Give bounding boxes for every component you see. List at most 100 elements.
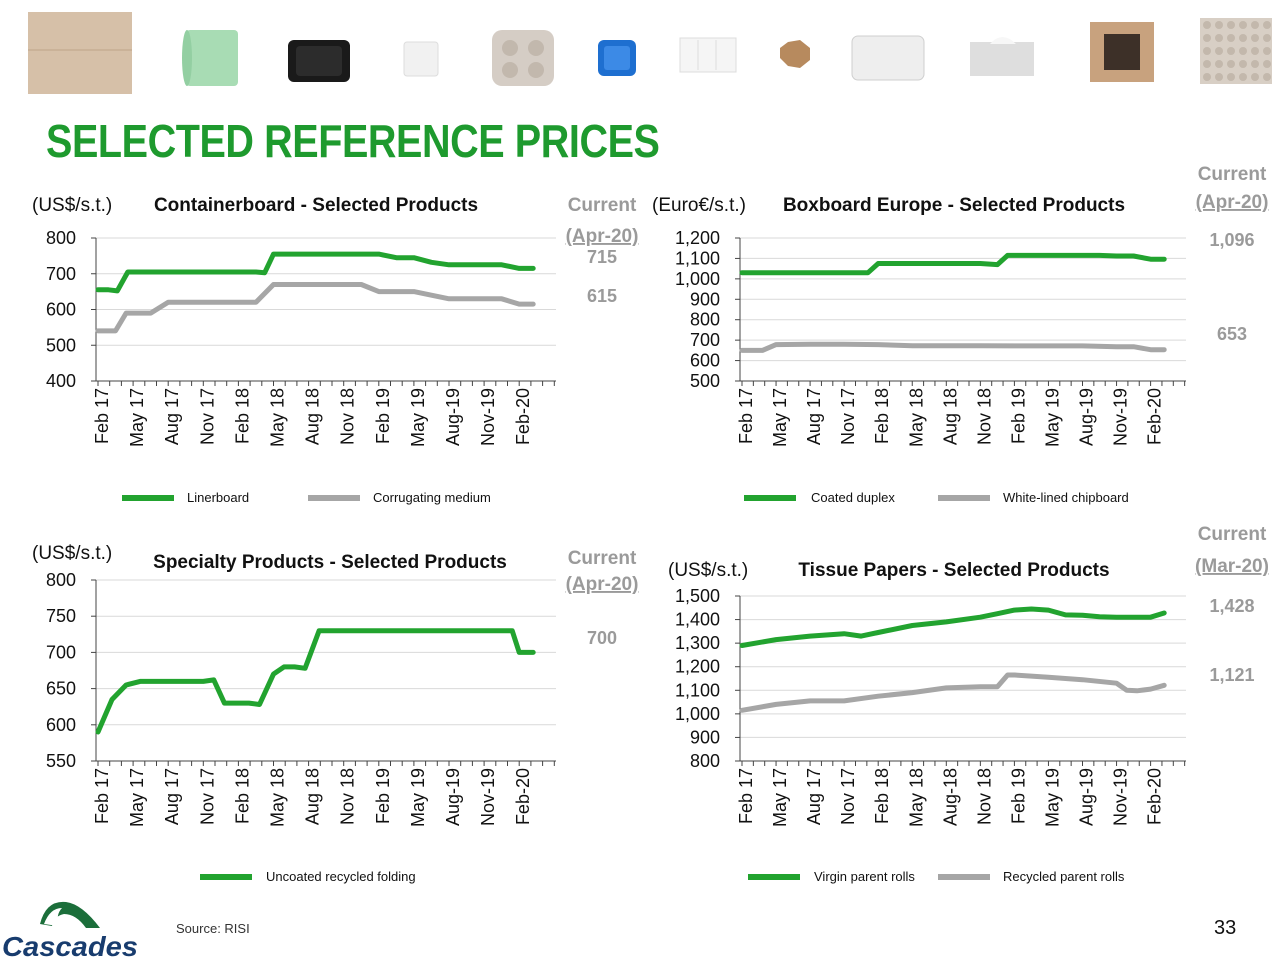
current-value: 715 (587, 247, 617, 267)
x-tick-label: Feb 17 (92, 768, 112, 824)
y-tick-label: 600 (690, 351, 720, 371)
cascades-logo: Cascades (2, 901, 138, 960)
x-tick-label: Feb 17 (92, 388, 112, 444)
x-tick-label: Feb 19 (1008, 768, 1028, 824)
product-images (28, 12, 1272, 94)
x-tick-label: May 17 (127, 768, 147, 827)
y-tick-label: 600 (46, 715, 76, 735)
x-tick-label: Aug 18 (303, 768, 323, 825)
y-tick-label: 650 (46, 679, 76, 699)
x-tick-label: May 19 (408, 388, 428, 447)
current-period-label: (Apr-20) (1196, 192, 1269, 213)
y-tick-label: 1,200 (675, 657, 720, 677)
specialty-products-chart: 550 600 650 700 750 800 Feb 17 May 17 Aug 17 Nov … (32, 543, 639, 884)
series-line (95, 251, 536, 294)
y-tick-label: 1,200 (675, 228, 720, 248)
current-period-label: (Apr-20) (566, 574, 639, 595)
paper-roll-product-icon (182, 30, 238, 86)
y-tick-label: 1,100 (675, 248, 720, 268)
clear-container-product-icon (851, 35, 925, 81)
x-tick-label: May 18 (906, 388, 926, 447)
unit-label: (US$/s.t.) (32, 543, 112, 564)
x-tick-label: Feb-20 (1145, 768, 1165, 825)
page-number: 33 (1214, 917, 1237, 939)
egg-tray-product-icon (1200, 18, 1272, 84)
y-tick-label: 700 (46, 642, 76, 662)
y-tick-label: 1,300 (675, 633, 720, 653)
x-tick-label: Feb 19 (1008, 388, 1028, 444)
x-tick-label: Feb-20 (1145, 388, 1165, 445)
x-tick-label: May 18 (906, 768, 926, 827)
tissue-papers-chart: 800 900 1,000 1,100 1,200 1,300 1,400 1,500 Feb … (668, 524, 1269, 884)
x-tick-label: Nov 18 (974, 388, 994, 445)
current-label: Current (1198, 164, 1267, 185)
current-value: 615 (587, 286, 617, 306)
x-tick-label: Aug 17 (162, 768, 182, 825)
x-tick-label: Nov 17 (838, 388, 858, 445)
x-tick-label: Feb 18 (232, 388, 252, 444)
series-line (95, 282, 536, 334)
x-tick-label: Aug 17 (162, 388, 182, 445)
series-line (739, 341, 1167, 353)
tissue-box-product-icon (970, 37, 1034, 76)
x-tick-label: Aug-19 (1077, 388, 1097, 446)
x-tick-label: Feb 19 (373, 768, 393, 824)
y-tick-label: 700 (690, 330, 720, 350)
x-tick-label: Nov 18 (338, 768, 358, 825)
x-tick-label: Feb 18 (872, 768, 892, 824)
unit-label: (US$/s.t.) (32, 195, 112, 216)
x-tick-label: May 18 (268, 768, 288, 827)
x-tick-label: Aug 18 (303, 388, 323, 445)
y-tick-label: 800 (690, 310, 720, 330)
current-value: 700 (587, 628, 617, 648)
x-tick-label: Nov 17 (197, 768, 217, 825)
x-tick-label: Feb-20 (513, 388, 533, 445)
series-line (739, 606, 1167, 648)
current-value: 1,121 (1209, 665, 1254, 685)
x-tick-label: Nov-19 (478, 388, 498, 446)
y-tick-label: 800 (46, 570, 76, 590)
x-tick-label: Aug 18 (940, 388, 960, 445)
y-tick-label: 900 (690, 289, 720, 309)
y-tick-label: 550 (46, 751, 76, 771)
y-tick-label: 900 (690, 727, 720, 747)
legend-label: Corrugating medium (373, 490, 491, 505)
blue-tray-product-icon (598, 40, 636, 76)
x-tick-label: May 17 (127, 388, 147, 447)
unit-label: (Euro€/s.t.) (652, 195, 746, 216)
y-tick-label: 800 (46, 228, 76, 248)
x-tick-label: Nov 18 (974, 768, 994, 825)
x-tick-label: Nov-19 (1111, 388, 1131, 446)
legend-label: Linerboard (187, 490, 249, 505)
containerboard-chart: 400 500 600 700 800 Feb 17 May 17 Aug 17 Nov 17 F… (32, 195, 638, 505)
chart-title: Tissue Papers - Selected Products (798, 560, 1109, 581)
x-tick-label: May 19 (1042, 388, 1062, 447)
legend-label: Virgin parent rolls (814, 869, 915, 884)
octagon-carton-product-icon (780, 40, 810, 68)
y-tick-label: 1,400 (675, 610, 720, 630)
x-tick-label: Feb 18 (232, 768, 252, 824)
series-line (95, 628, 536, 735)
x-tick-label: May 19 (1042, 768, 1062, 827)
y-tick-label: 1,100 (675, 680, 720, 700)
y-tick-label: 750 (46, 606, 76, 626)
y-tick-label: 1,000 (675, 269, 720, 289)
legend-label: Uncoated recycled folding (266, 869, 416, 884)
svg-text:Cascades: Cascades (2, 931, 138, 960)
y-tick-label: 700 (46, 264, 76, 284)
current-value: 1,428 (1209, 596, 1254, 616)
x-tick-label: Aug-19 (1077, 768, 1097, 826)
current-value: 1,096 (1209, 230, 1254, 250)
legend-label: Recycled parent rolls (1003, 869, 1125, 884)
current-period-label: (Mar-20) (1195, 556, 1269, 577)
x-tick-label: Nov-19 (1111, 768, 1131, 826)
y-tick-label: 600 (46, 300, 76, 320)
container-product-icon (679, 37, 737, 73)
x-tick-label: Feb 19 (373, 388, 393, 444)
x-tick-label: Aug-18 (940, 768, 960, 826)
x-tick-label: Aug 17 (804, 388, 824, 445)
source-note: Source: RISI (176, 921, 250, 936)
y-tick-label: 500 (690, 371, 720, 391)
x-tick-label: Feb-20 (513, 768, 533, 825)
unit-label: (US$/s.t.) (668, 560, 748, 581)
